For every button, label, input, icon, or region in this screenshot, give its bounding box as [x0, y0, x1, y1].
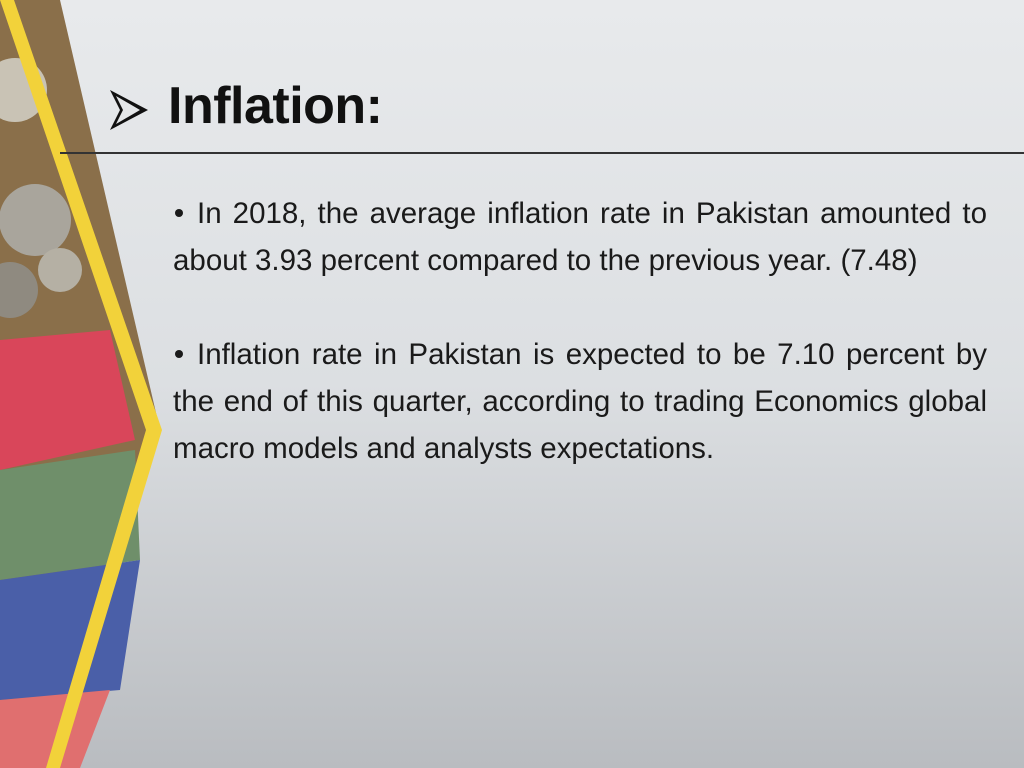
decorative-banknotes	[0, 0, 162, 768]
slide-title: Inflation:	[168, 77, 383, 135]
title-arrow-icon	[110, 90, 148, 130]
slide-body: In 2018, the average inflation rate in P…	[173, 190, 987, 519]
bullet-text: In 2018, the average inflation rate in P…	[173, 190, 987, 284]
title-rule	[60, 152, 1024, 154]
bullet-text: Inflation rate in Pakistan is expected t…	[173, 331, 987, 472]
